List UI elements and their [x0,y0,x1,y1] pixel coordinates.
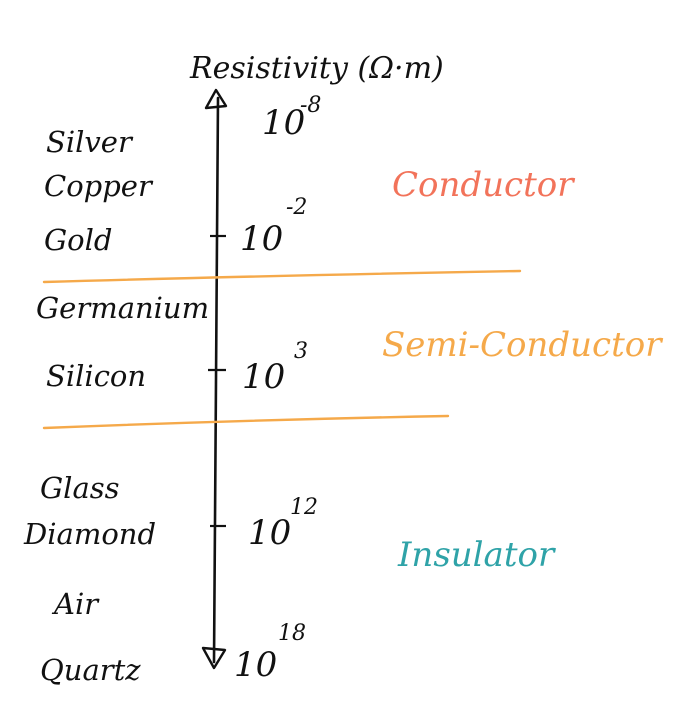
tick-label-3: 10 [242,357,285,397]
material-silicon: Silicon [46,359,146,393]
material-gold: Gold [44,223,112,257]
material-air: Air [51,587,100,621]
divider-semiconductor-insulator [42,414,450,430]
category-conductor-label: Conductor [392,165,575,205]
tick-label-2: 10 [240,219,283,259]
material-germanium: Germanium [36,291,209,325]
tick-label-1: 10 [262,103,305,143]
axis-ticks [208,234,226,528]
material-list: Silver Copper Gold Germanium Silicon Gla… [23,125,209,687]
material-diamond: Diamond [23,517,156,551]
axis-top-arrow [204,88,228,110]
tick-exponent-1: -8 [300,93,321,118]
tick-label-4: 10 [248,513,291,553]
tick-exponent-2: -2 [286,195,307,220]
category-dividers [42,269,522,430]
category-labels: Conductor Semi-Conductor Insulator [382,165,663,575]
material-copper: Copper [44,169,154,203]
tick-exponent-4: 12 [290,495,318,520]
tick-exponent-5: 18 [278,621,306,646]
material-glass: Glass [40,471,120,505]
category-insulator-label: Insulator [397,535,556,575]
axis-title: Resistivity (Ω·m) [189,51,444,86]
axis-bottom-arrow [201,646,227,670]
material-silver: Silver [46,125,134,159]
divider-conductor-semiconductor [42,269,522,284]
category-semiconductor-label: Semi-Conductor [382,325,663,365]
tick-exponent-3: 3 [294,339,308,364]
resistivity-axis [201,88,228,670]
material-quartz: Quartz [40,653,141,687]
tick-label-5: 10 [234,645,277,685]
axis-line [212,96,220,664]
tick-labels: 10 -8 10 -2 10 3 10 12 10 18 [234,93,321,685]
